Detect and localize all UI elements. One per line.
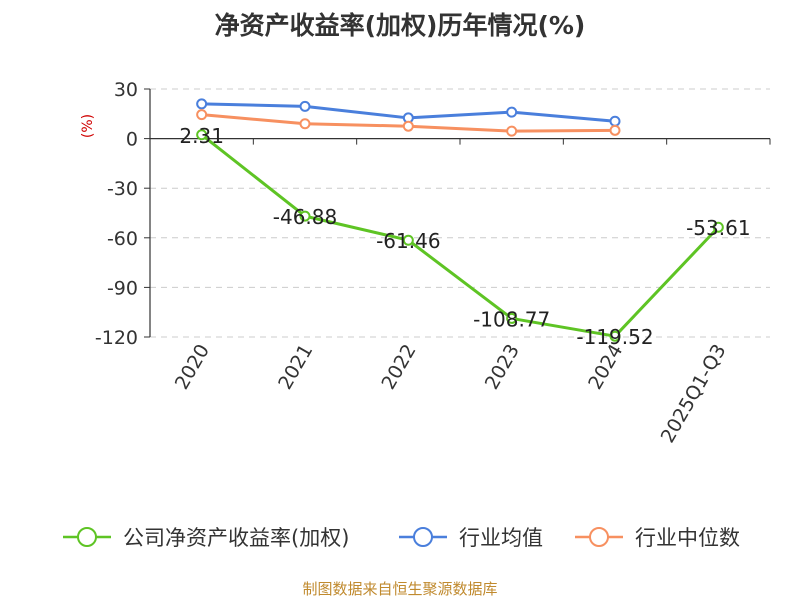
data-point: [299, 118, 311, 130]
data-label: -46.88: [273, 205, 337, 229]
data-point: [506, 312, 518, 324]
legend-label: 行业中位数: [635, 526, 740, 550]
data-point: [609, 330, 621, 342]
grid-lines: [150, 88, 770, 338]
series-layer: [196, 98, 724, 342]
data-point: [402, 120, 414, 132]
data-point: [299, 100, 311, 112]
data-point: [196, 98, 208, 110]
data-labels: 2.31 -46.88 -61.46 -108.77 -119.52 -53.61: [179, 124, 750, 349]
legend-marker-icon: [413, 527, 433, 547]
y-tick-label: -30: [107, 178, 138, 200]
x-tick-label: 2025Q1-Q3: [657, 341, 731, 447]
data-point: [712, 221, 724, 233]
data-point: [402, 234, 414, 246]
data-label: 2.31: [179, 124, 224, 148]
y-axis-label: (%): [80, 114, 96, 138]
data-label: -61.46: [376, 229, 440, 253]
legend-marker-icon: [589, 527, 609, 547]
chart-title: 净资产收益率(加权)历年情况(%): [214, 11, 586, 40]
x-tick-label: 2020: [171, 341, 214, 394]
data-point: [196, 109, 208, 121]
x-tick-label: 2023: [481, 341, 524, 394]
legend-label: 公司净资产收益率(加权): [123, 526, 349, 550]
x-tick-label: 2022: [377, 341, 420, 394]
y-tick-label: 30: [114, 79, 138, 101]
legend-label: 行业均值: [459, 526, 543, 550]
data-label: -119.52: [576, 325, 653, 349]
data-label: -108.77: [473, 307, 550, 331]
y-tick-label: -90: [107, 277, 138, 299]
data-point: [506, 125, 518, 137]
y-tick-label: -120: [95, 327, 138, 349]
y-tick-label: 0: [126, 129, 138, 151]
data-label: -53.61: [686, 216, 750, 240]
series-line: [200, 133, 720, 338]
data-point: [609, 115, 621, 127]
data-point: [506, 106, 518, 118]
source-note: 制图数据来自恒生聚源数据库: [302, 580, 498, 598]
legend: 公司净资产收益率(加权) 行业均值 行业中位数: [63, 526, 740, 550]
x-tick-label: 2021: [274, 341, 317, 394]
data-point: [609, 124, 621, 136]
data-point: [299, 210, 311, 222]
data-point: [196, 129, 208, 141]
legend-marker-icon: [77, 527, 97, 547]
y-tick-label: -60: [107, 228, 138, 250]
